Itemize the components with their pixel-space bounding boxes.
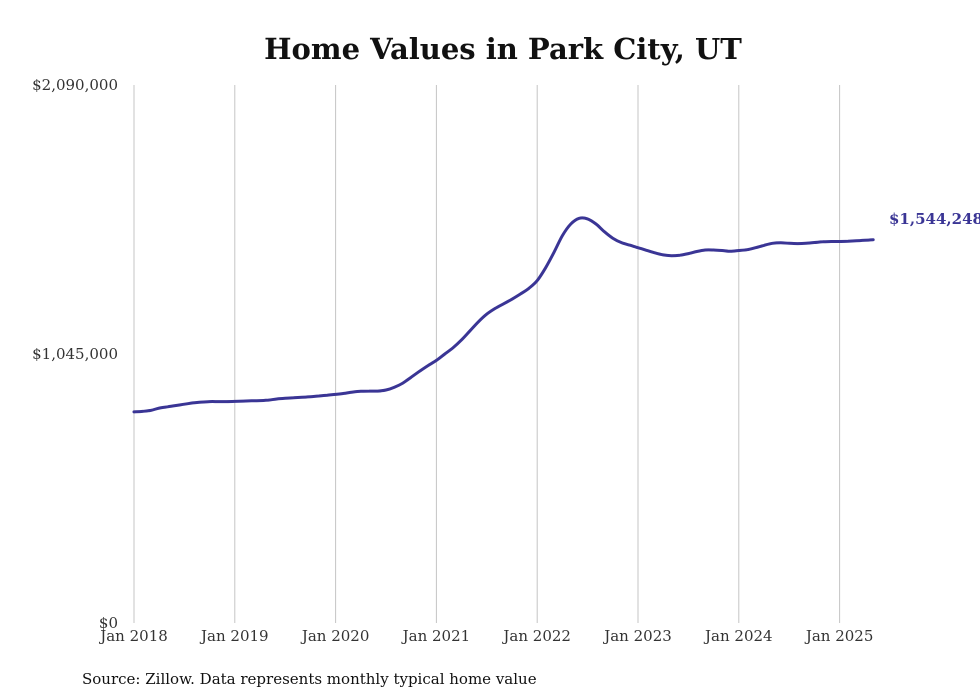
- y-tick-label: $0: [99, 614, 118, 632]
- y-tick-label: $2,090,000: [32, 76, 118, 94]
- x-tick-label: Jan 2018: [98, 627, 168, 645]
- x-axis-ticks: Jan 2018 Jan 2019 Jan 2020 Jan 2021 Jan 2022…: [98, 627, 873, 645]
- x-tick-label: Jan 2021: [401, 627, 471, 645]
- x-tick-label: Jan 2022: [501, 627, 571, 645]
- x-tick-label: Jan 2023: [602, 627, 672, 645]
- y-axis-ticks: $0 $1,045,000 $2,090,000: [32, 76, 118, 632]
- gridlines: [133, 85, 841, 623]
- x-tick-label: Jan 2020: [300, 627, 370, 645]
- x-tick-label: Jan 2025: [804, 627, 874, 645]
- x-tick-label: Jan 2024: [703, 627, 773, 645]
- chart-title: Home Values in Park City, UT: [264, 32, 742, 66]
- source-note: Source: Zillow. Data represents monthly …: [82, 670, 537, 688]
- y-tick-label: $1,045,000: [32, 345, 118, 363]
- x-tick-label: Jan 2019: [199, 627, 269, 645]
- end-value-label: $1,544,248: [889, 210, 980, 228]
- series-line-home-value: [132, 216, 875, 414]
